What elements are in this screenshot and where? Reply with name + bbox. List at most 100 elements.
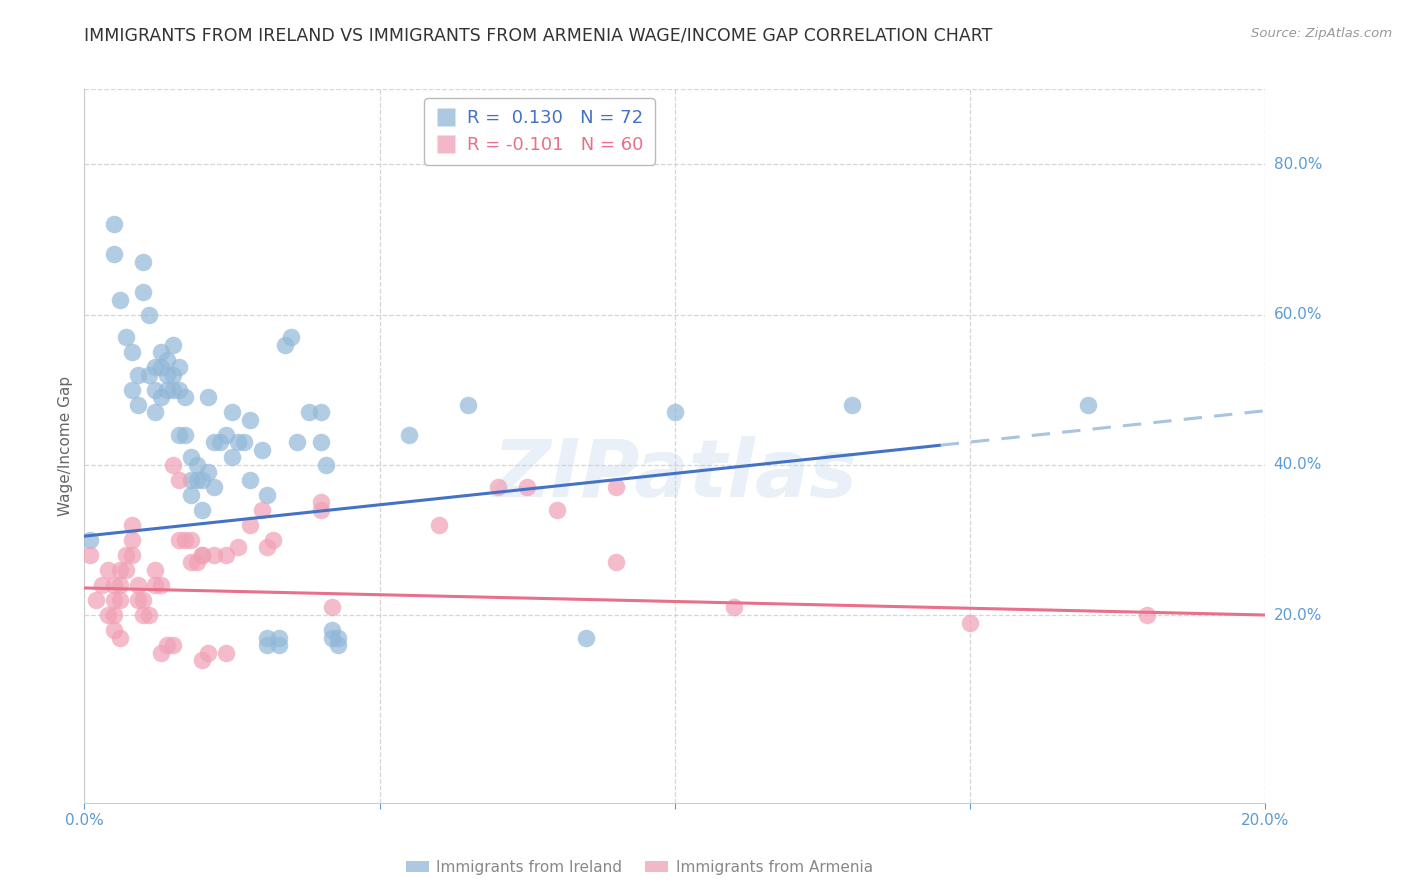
Point [132, 285, 155, 299]
Point [269, 631, 291, 645]
Point [180, 533, 202, 547]
Point [167, 360, 190, 375]
Point [221, 405, 243, 419]
Point [180, 556, 202, 570]
Point [309, 495, 332, 509]
Text: 20.0%: 20.0% [1274, 607, 1322, 623]
Point [209, 435, 232, 450]
Point [127, 593, 149, 607]
Point [143, 405, 166, 419]
Point [250, 503, 273, 517]
Point [162, 638, 184, 652]
Point [156, 352, 179, 367]
Point [114, 330, 136, 344]
Point [215, 548, 238, 562]
Point [841, 398, 863, 412]
Point [108, 563, 131, 577]
Point [309, 405, 332, 419]
Point [328, 631, 350, 645]
Point [186, 473, 208, 487]
Point [398, 427, 420, 442]
Point [97, 563, 120, 577]
Point [605, 480, 627, 494]
Point [162, 337, 184, 351]
Point [150, 390, 173, 404]
Point [309, 503, 332, 517]
Point [328, 638, 350, 652]
Point [256, 638, 278, 652]
Point [215, 646, 238, 660]
Text: IMMIGRANTS FROM IRELAND VS IMMIGRANTS FROM ARMENIA WAGE/INCOME GAP CORRELATION C: IMMIGRANTS FROM IRELAND VS IMMIGRANTS FR… [84, 27, 993, 45]
Point [132, 255, 155, 269]
Point [167, 383, 190, 397]
Point [103, 607, 125, 622]
Point [150, 646, 173, 660]
Point [138, 607, 160, 622]
Point [191, 548, 214, 562]
Text: Source: ZipAtlas.com: Source: ZipAtlas.com [1251, 27, 1392, 40]
Point [1077, 398, 1099, 412]
Point [132, 593, 155, 607]
Text: 40.0%: 40.0% [1274, 458, 1322, 472]
Point [138, 308, 160, 322]
Point [575, 631, 598, 645]
Point [664, 405, 686, 419]
Point [121, 533, 143, 547]
Point [108, 578, 131, 592]
Point [162, 368, 184, 382]
Point [285, 435, 308, 450]
Point [79, 533, 101, 547]
Point [723, 600, 745, 615]
Point [191, 653, 214, 667]
Point [315, 458, 337, 472]
Point [108, 631, 131, 645]
Point [226, 435, 249, 450]
Point [180, 473, 202, 487]
Point [321, 631, 343, 645]
Point [256, 488, 278, 502]
Point [280, 330, 302, 344]
Point [239, 413, 262, 427]
Point [274, 337, 297, 351]
Point [605, 556, 627, 570]
Point [546, 503, 568, 517]
Point [215, 427, 238, 442]
Point [103, 578, 125, 592]
Point [173, 390, 195, 404]
Point [167, 473, 190, 487]
Point [150, 345, 173, 359]
Point [427, 517, 450, 532]
Point [143, 578, 166, 592]
Point [232, 435, 254, 450]
Point [150, 578, 173, 592]
Point [156, 383, 179, 397]
Point [321, 600, 343, 615]
Point [84, 593, 107, 607]
Point [143, 383, 166, 397]
Point [250, 442, 273, 457]
Point [108, 293, 131, 307]
Point [262, 533, 284, 547]
Point [121, 383, 143, 397]
Point [298, 405, 321, 419]
Point [186, 556, 208, 570]
Point [239, 473, 262, 487]
Point [162, 383, 184, 397]
Point [121, 345, 143, 359]
Point [127, 578, 149, 592]
Point [173, 427, 195, 442]
Point [143, 360, 166, 375]
Point [321, 623, 343, 637]
Point [127, 368, 149, 382]
Point [103, 623, 125, 637]
Point [173, 533, 195, 547]
Point [180, 450, 202, 465]
Point [197, 465, 219, 479]
Point [191, 548, 214, 562]
Text: 80.0%: 80.0% [1274, 157, 1322, 172]
Legend: Immigrants from Ireland, Immigrants from Armenia: Immigrants from Ireland, Immigrants from… [399, 854, 879, 880]
Point [167, 427, 190, 442]
Point [91, 578, 114, 592]
Point [162, 458, 184, 472]
Point [269, 638, 291, 652]
